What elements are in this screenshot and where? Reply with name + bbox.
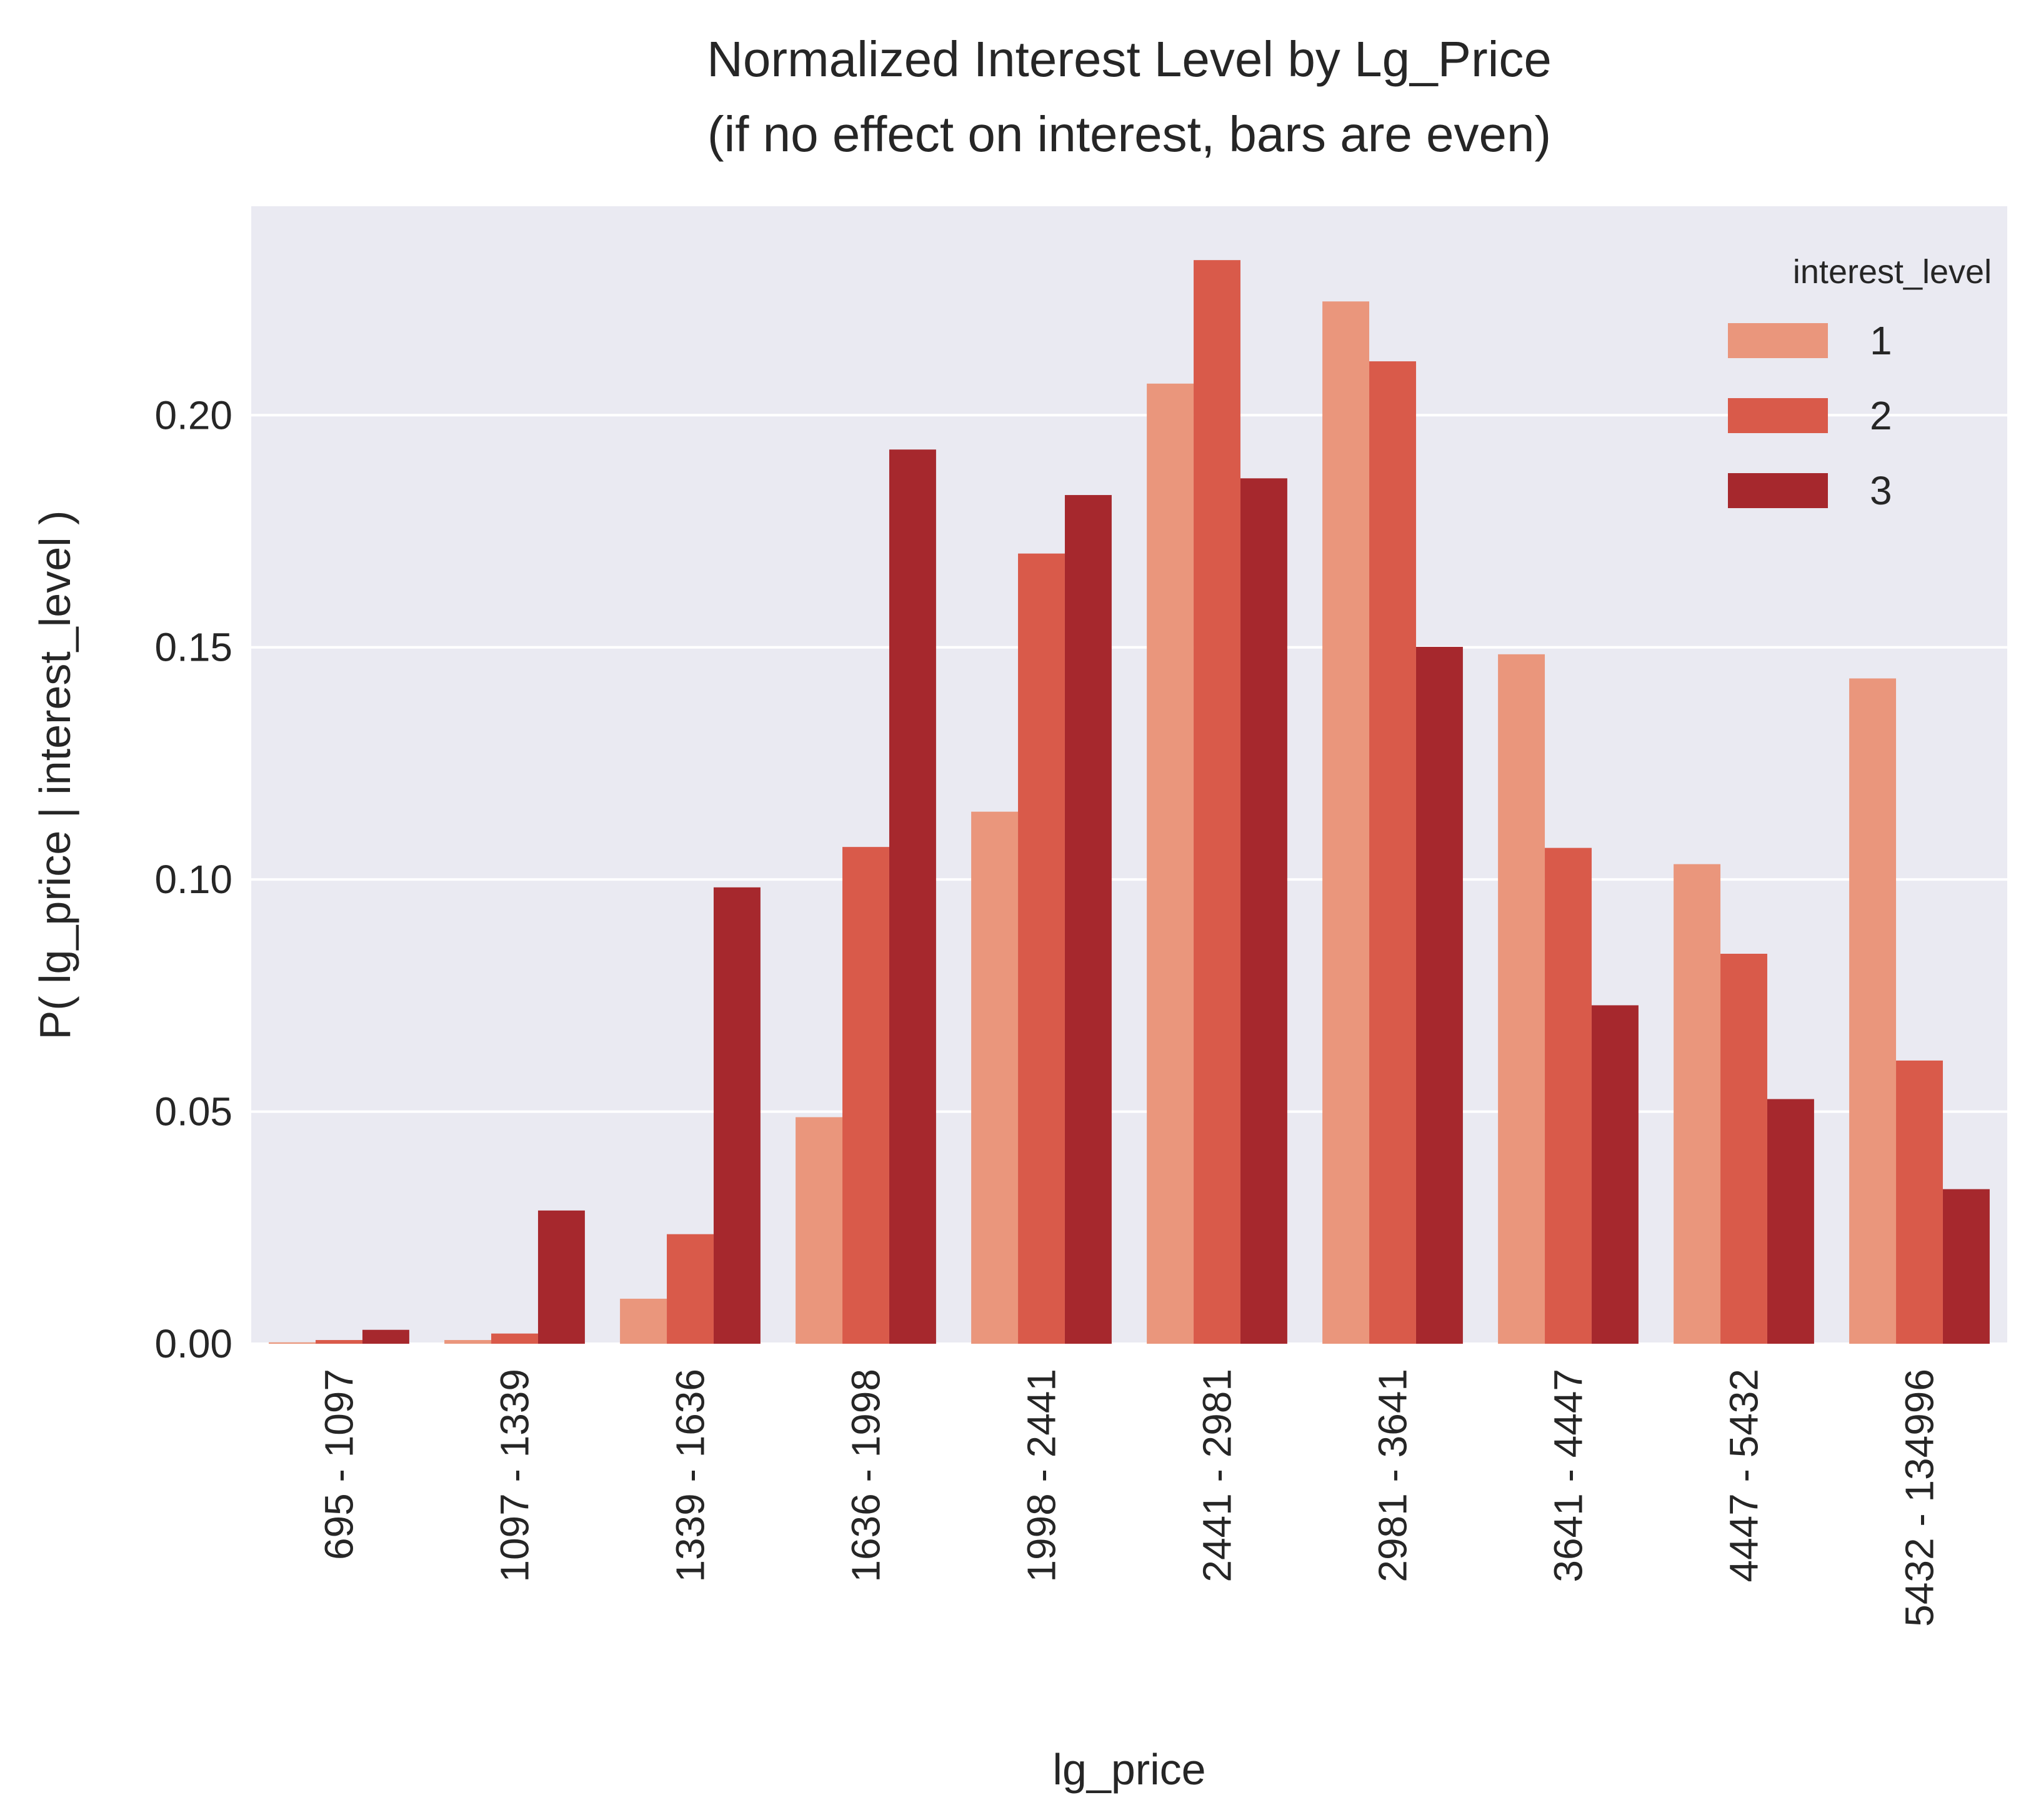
legend-label-1: 1: [1870, 318, 1892, 363]
bar-interest-2-10: [1896, 1060, 1943, 1344]
bar-interest-3-4: [889, 449, 936, 1344]
chart-title-line-2: (if no effect on interest, bars are even…: [707, 106, 1551, 162]
bars: [269, 260, 1990, 1344]
legend-label-3: 3: [1870, 468, 1892, 513]
bar-interest-2-4: [842, 847, 889, 1344]
y-tick-label: 0.15: [154, 625, 232, 670]
bar-interest-1-4: [796, 1117, 843, 1344]
bar-interest-1-6: [1147, 383, 1194, 1344]
bar-interest-3-1: [362, 1329, 409, 1344]
chart-title-line-1: Normalized Interest Level by Lg_Price: [707, 31, 1552, 87]
bar-interest-3-3: [713, 887, 761, 1344]
x-tick-label: 4447 - 5432: [1722, 1369, 1767, 1582]
y-tick-label: 0.20: [154, 392, 232, 438]
bar-interest-3-7: [1415, 646, 1463, 1344]
bar-interest-2-8: [1545, 848, 1592, 1344]
legend-swatch-3: [1728, 473, 1828, 508]
bar-interest-1-9: [1674, 864, 1721, 1344]
y-axis-label: P( lg_price | interest_level ): [31, 511, 79, 1040]
x-tick-label: 3641 - 4447: [1546, 1369, 1591, 1582]
bar-interest-1-7: [1322, 301, 1370, 1344]
x-tick-label: 2981 - 3641: [1370, 1369, 1415, 1582]
x-tick-label: 1339 - 1636: [668, 1369, 713, 1582]
x-tick-label: 1998 - 2441: [1019, 1369, 1064, 1582]
bar-interest-1-2: [444, 1340, 492, 1344]
y-tick-label: 0.05: [154, 1089, 232, 1134]
bar-interest-2-3: [667, 1234, 714, 1344]
bar-interest-1-1: [269, 1342, 316, 1344]
bar-interest-2-2: [491, 1333, 538, 1344]
bar-interest-3-5: [1064, 495, 1112, 1344]
legend-title: interest_level: [1793, 253, 1992, 291]
x-tick-label: 1097 - 1339: [492, 1369, 537, 1582]
bar-interest-3-6: [1240, 478, 1287, 1344]
legend-swatch-1: [1728, 323, 1828, 358]
bar-interest-2-6: [1194, 260, 1240, 1344]
bar-interest-3-10: [1942, 1189, 1990, 1344]
bar-interest-2-9: [1720, 954, 1767, 1344]
bar-interest-1-3: [620, 1298, 667, 1344]
y-tick-label: 0.00: [154, 1321, 232, 1366]
y-tick-label: 0.10: [154, 857, 232, 902]
x-ticks: 695 - 1097 1097 - 1339 1339 - 1636 1636 - 1…: [317, 1369, 1942, 1627]
bar-interest-1-10: [1849, 678, 1897, 1344]
y-ticks: 0.00 0.05 0.10 0.15 0.20: [154, 392, 232, 1366]
legend-swatch-2: [1728, 398, 1828, 433]
x-axis-label: lg_price: [1052, 1745, 1205, 1794]
bar-interest-1-8: [1498, 654, 1545, 1344]
x-tick-label: 695 - 1097: [317, 1369, 362, 1560]
x-tick-label: 5432 - 134996: [1897, 1369, 1942, 1627]
legend: interest_level 1 2 3: [1728, 253, 1992, 513]
bar-interest-3-2: [537, 1210, 585, 1344]
bar-interest-2-5: [1018, 553, 1065, 1344]
x-tick-label: 2441 - 2981: [1195, 1369, 1240, 1582]
bar-interest-3-9: [1767, 1099, 1814, 1344]
bar-interest-3-8: [1591, 1005, 1639, 1344]
legend-label-2: 2: [1870, 393, 1892, 438]
x-tick-label: 1636 - 1998: [844, 1369, 889, 1582]
bar-interest-1-5: [971, 811, 1019, 1344]
bar-interest-2-1: [316, 1340, 362, 1344]
bar-interest-2-7: [1369, 361, 1416, 1344]
